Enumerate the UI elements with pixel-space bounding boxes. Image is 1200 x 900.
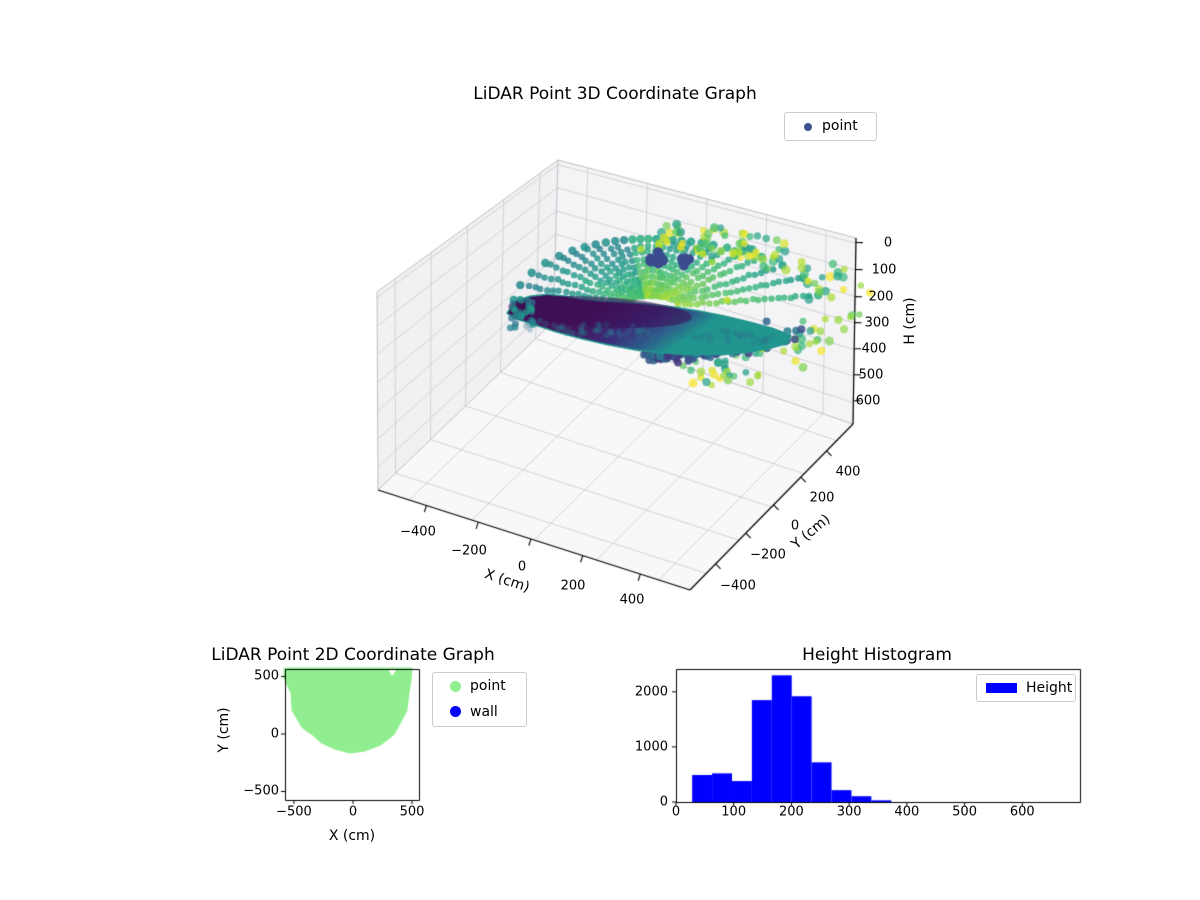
legend-row-height: Height xyxy=(977,675,1075,701)
tick-label: 0 xyxy=(659,794,668,810)
legend-row-point: point xyxy=(433,673,526,699)
tick-label: 300 xyxy=(864,315,890,331)
tick-label: 600 xyxy=(1009,804,1035,820)
tick-label: 1000 xyxy=(634,739,668,755)
tick-label: 100 xyxy=(721,804,747,820)
histogram-title: Height Histogram xyxy=(802,645,952,665)
tick-label: 300 xyxy=(836,804,862,820)
tick-label: 0 xyxy=(883,235,893,251)
tick-label: 400 xyxy=(861,341,887,357)
tick-label: 400 xyxy=(894,804,920,820)
tick-label: 500 xyxy=(858,367,884,383)
tick-label: 500 xyxy=(254,668,279,684)
tick-label: 2000 xyxy=(634,684,668,700)
tick-label: 0 xyxy=(671,804,681,820)
histogram-legend: Height xyxy=(976,674,1076,702)
plot2d-title: LiDAR Point 2D Coordinate Graph xyxy=(211,645,495,665)
legend-label-height: Height xyxy=(1026,680,1073,696)
tick-label: −400 xyxy=(720,578,756,594)
point-marker-icon xyxy=(450,681,461,692)
plot2d-yaxis-label: Y (cm) xyxy=(216,707,232,753)
tick-label: −400 xyxy=(400,524,436,540)
plot3d-zaxis-label: H (cm) xyxy=(902,297,918,345)
tick-label: 400 xyxy=(619,592,645,608)
wall-marker-icon xyxy=(450,706,461,717)
tick-label: 200 xyxy=(809,490,835,506)
tick-label: 200 xyxy=(779,804,804,820)
tick-label: 0 xyxy=(348,804,358,820)
tick-label: −200 xyxy=(750,547,786,563)
legend-row-point: point xyxy=(785,113,876,139)
tick-label: 0 xyxy=(270,726,279,742)
tick-label: −500 xyxy=(276,804,312,820)
plot2d-legend: point wall xyxy=(432,672,527,727)
tick-label: 200 xyxy=(868,289,894,305)
tick-label: −200 xyxy=(451,543,487,559)
tick-label: 0 xyxy=(790,518,800,534)
tick-label: 100 xyxy=(871,262,897,278)
tick-label: 600 xyxy=(855,393,881,409)
tick-label: 0 xyxy=(517,559,527,575)
height-swatch-icon xyxy=(986,683,1017,693)
tick-label: 400 xyxy=(835,464,861,480)
tick-label: 500 xyxy=(952,804,977,820)
plot3d-title: LiDAR Point 3D Coordinate Graph xyxy=(473,84,757,104)
legend-row-wall: wall xyxy=(433,699,526,725)
plot3d-legend: point xyxy=(784,112,877,141)
tick-label: 500 xyxy=(399,804,425,820)
legend-label-point: point xyxy=(470,678,506,694)
tick-label: 200 xyxy=(560,578,586,594)
legend-label-point: point xyxy=(822,118,858,134)
tick-label: −500 xyxy=(243,783,279,799)
point-marker-icon xyxy=(804,123,812,131)
legend-label-wall: wall xyxy=(470,704,498,720)
plot2d-xaxis-label: X (cm) xyxy=(328,828,376,844)
